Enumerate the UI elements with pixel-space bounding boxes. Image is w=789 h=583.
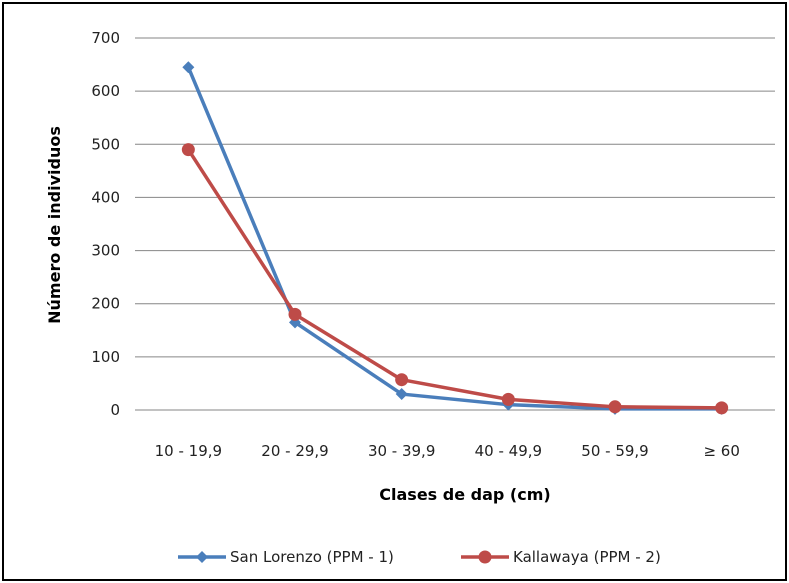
series-line [186,148,722,410]
y-tick-labels: 0 100 200 300 400 500 600 700 [91,29,120,419]
legend-label: Kallawaya (PPM - 2) [513,548,661,566]
y-tick-label: 300 [91,242,120,260]
legend-swatch-marker [196,551,208,563]
data-point [608,400,622,414]
x-tick-label: 40 - 49,9 [475,442,542,460]
data-point [395,373,409,387]
y-tick-label: 400 [91,188,120,206]
data-point [501,392,515,406]
legend-item: San Lorenzo (PPM - 1) [178,548,394,566]
y-axis-title: Número de individuos [45,126,64,324]
x-tick-label: 50 - 59,9 [581,442,648,460]
legend-label: San Lorenzo (PPM - 1) [230,548,394,566]
data-point [181,143,195,157]
y-tick-label: 0 [110,401,120,419]
x-tick-label: 10 - 19,9 [155,442,222,460]
gridlines [135,37,775,358]
legend-swatch-marker [478,550,492,564]
x-tick-label: 30 - 39,9 [368,442,435,460]
series-1 [182,61,728,415]
y-tick-label: 100 [91,348,120,366]
x-tick-labels: 10 - 19,9 20 - 29,9 30 - 39,9 40 - 49,9 50 -… [155,442,740,460]
data-point [395,388,408,401]
y-tick-label: 200 [91,295,120,313]
legend: San Lorenzo (PPM - 1) Kallawaya (PPM - 2) [178,548,661,566]
series-2 [181,143,729,415]
y-tick-label: 500 [91,135,120,153]
y-tick-label: 700 [91,29,120,47]
x-tick-label: 20 - 29,9 [261,442,328,460]
legend-item: Kallawaya (PPM - 2) [461,548,661,566]
y-tick-label: 600 [91,82,120,100]
x-axis-title: Clases de dap (cm) [379,485,550,504]
data-point [715,401,729,415]
data-point [288,307,302,321]
series-line [186,66,722,411]
x-tick-label: ≥ 60 [703,442,739,460]
data-point [182,61,195,74]
series [181,61,729,415]
